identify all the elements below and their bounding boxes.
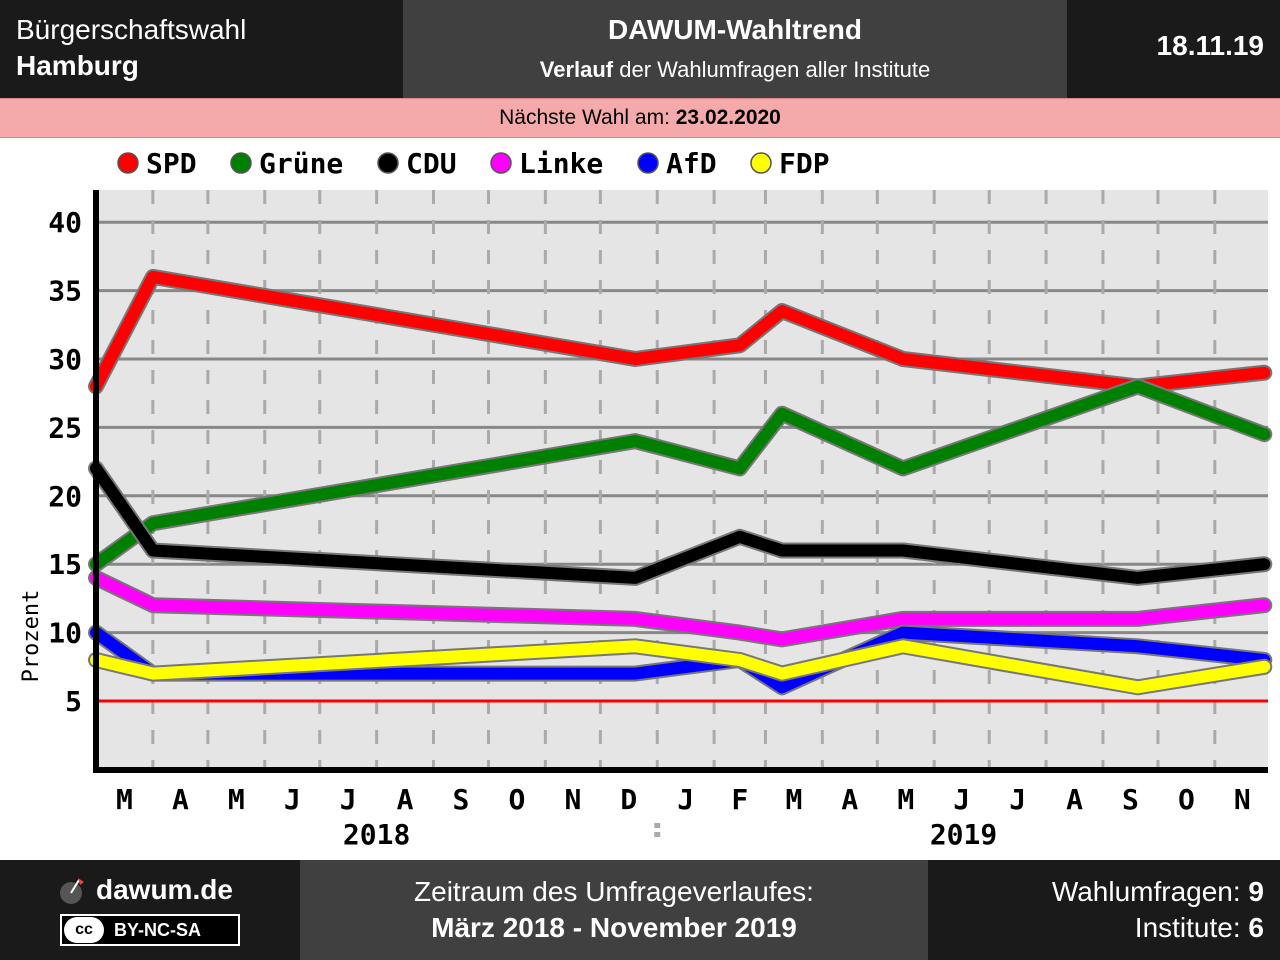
x-tick-month: M — [116, 783, 133, 816]
x-tick-month: A — [841, 783, 858, 816]
legend-item-spd: SPD — [117, 147, 197, 180]
chart-axes — [93, 190, 1268, 773]
next-election-date: 23.02.2020 — [675, 106, 781, 129]
series-line — [90, 462, 1271, 584]
y-axis-label: Prozent — [19, 590, 44, 683]
election-region: Hamburg — [16, 50, 139, 81]
legend-label: Linke — [519, 147, 603, 180]
period-label: Zeitraum des Umfrageverlaufes: — [414, 876, 814, 907]
series-fdp — [88, 638, 1273, 696]
header-date: 18.11.19 — [1156, 30, 1264, 61]
x-tick-month: S — [453, 783, 470, 816]
legend-swatch — [117, 152, 139, 174]
legend-swatch — [377, 152, 399, 174]
legend-swatch — [230, 152, 252, 174]
y-tick-label: 40 — [48, 206, 82, 239]
series-line — [90, 571, 1271, 646]
x-tick-month: J — [340, 783, 357, 816]
poll-trend-chart: SPD Grüne CDU Linke AfD FDP 5 10 15 20 25 30 35 40 M… — [19, 147, 1273, 851]
institutes-label: Institute: — [1134, 912, 1249, 943]
x-tick-month: O — [1178, 783, 1195, 816]
x-tick-year: 2018 — [343, 818, 410, 851]
x-tick-month: J — [284, 783, 301, 816]
header-title-panel: DAWUM-Wahltrend Verlauf der Wahlumfragen… — [403, 0, 1067, 98]
institutes-count: Institute: 6 — [1135, 912, 1264, 944]
license-badge[interactable]: cc BY-NC-SA — [60, 914, 240, 946]
legend-swatch — [750, 152, 772, 174]
legend-item-grüne: Grüne — [230, 147, 343, 180]
dawum-logo-icon — [60, 878, 84, 904]
site-name[interactable]: dawum.de — [96, 874, 233, 905]
x-tick-month: D — [620, 783, 637, 816]
license-text: BY-NC-SA — [114, 920, 202, 940]
legend-label: Grüne — [259, 147, 343, 180]
x-tick-month: M — [897, 783, 914, 816]
y-tick-label: 15 — [48, 548, 82, 581]
x-tick-month: J — [677, 783, 694, 816]
polls-count: Wahlumfragen: 9 — [1052, 876, 1264, 908]
institutes-value: 6 — [1248, 912, 1264, 943]
x-tick-month: J — [1009, 783, 1026, 816]
subtitle-bold: Verlauf — [539, 57, 614, 82]
series-line — [90, 380, 1271, 571]
x-tick-month: S — [1122, 783, 1139, 816]
x-tick-month: N — [564, 783, 581, 816]
legend-item-afd: AfD — [637, 147, 717, 180]
x-tick-month: A — [1066, 783, 1083, 816]
y-tick-label: 25 — [48, 411, 82, 444]
footer-period-panel: Zeitraum des Umfrageverlaufes: März 2018… — [300, 860, 928, 960]
legend-item-fdp: FDP — [750, 147, 830, 180]
footer-brand-panel: dawum.de cc BY-NC-SA — [0, 860, 300, 960]
y-tick-label: 30 — [48, 343, 82, 376]
series-spd — [88, 268, 1273, 395]
footer-stats-panel: Wahlumfragen: 9 Institute: 6 — [928, 860, 1280, 960]
legend-label: FDP — [779, 147, 830, 180]
x-tick-month: A — [397, 783, 414, 816]
y-tick-label: 5 — [65, 685, 82, 718]
y-tick-label: 10 — [48, 617, 82, 650]
y-tick-label: 20 — [48, 480, 82, 513]
series-line — [90, 640, 1271, 694]
x-tick-year: 2019 — [930, 818, 997, 851]
legend-item-cdu: CDU — [377, 147, 457, 180]
series-line — [90, 270, 1271, 393]
page-subtitle: Verlauf der Wahlumfragen aller Institute — [403, 57, 1067, 83]
x-tick-month: A — [172, 783, 189, 816]
subtitle-rest: der Wahlumfragen aller Institute — [613, 57, 931, 82]
series-linke — [88, 569, 1273, 648]
election-type: Bürgerschaftswahl — [16, 14, 247, 45]
header-date-panel: 18.11.19 — [1067, 0, 1280, 98]
legend-label: CDU — [406, 147, 457, 180]
x-tick-month: O — [508, 783, 525, 816]
x-tick-month: N — [1234, 783, 1251, 816]
x-tick-month: M — [785, 783, 802, 816]
page-title: DAWUM-Wahltrend — [607, 14, 863, 45]
x-axis-ticks: M A M J J A S O N D J F M A M J J A S O N 2018 2019 — [116, 783, 1251, 851]
chart-legend: SPD Grüne CDU Linke AfD FDP — [117, 147, 830, 180]
y-tick-label: 35 — [48, 275, 82, 308]
legend-label: SPD — [146, 147, 197, 180]
legend-label: AfD — [666, 147, 717, 180]
series-grüne — [88, 378, 1273, 573]
period-value: März 2018 - November 2019 — [431, 912, 797, 943]
creative-commons-icon: cc — [64, 917, 104, 943]
x-tick-month: J — [953, 783, 970, 816]
polls-label: Wahlumfragen: — [1051, 876, 1249, 907]
next-election-label: Nächste Wahl am: — [499, 106, 676, 129]
legend-swatch — [490, 152, 512, 174]
series-cdu — [88, 460, 1273, 586]
x-tick-month: M — [228, 783, 245, 816]
polls-value: 9 — [1248, 876, 1264, 907]
chart-series — [88, 268, 1273, 696]
y-axis-ticks: 5 10 15 20 25 30 35 40 — [48, 206, 82, 718]
legend-item-linke: Linke — [490, 147, 603, 180]
legend-swatch — [637, 152, 659, 174]
header-left-panel: Bürgerschaftswahl Hamburg — [0, 0, 403, 98]
next-election-bar: Nächste Wahl am: 23.02.2020 — [0, 98, 1280, 138]
x-tick-month: F — [731, 783, 748, 816]
